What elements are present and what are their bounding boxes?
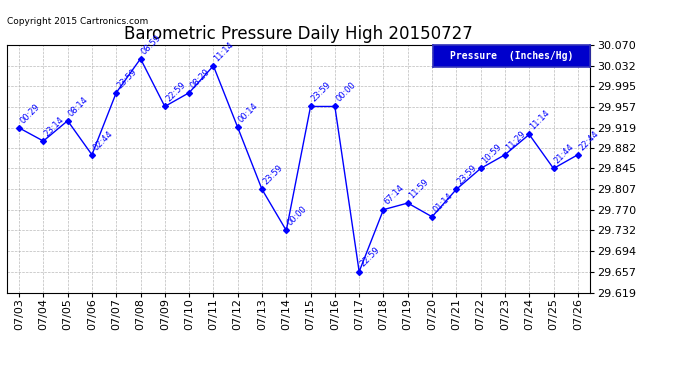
Text: 23:59: 23:59 bbox=[115, 67, 139, 90]
Text: Copyright 2015 Cartronics.com: Copyright 2015 Cartronics.com bbox=[7, 17, 148, 26]
Text: 22:59: 22:59 bbox=[164, 81, 187, 104]
Text: 23:59: 23:59 bbox=[310, 81, 333, 104]
Text: 11:59: 11:59 bbox=[407, 177, 430, 200]
Title: Barometric Pressure Daily High 20150727: Barometric Pressure Daily High 20150727 bbox=[124, 26, 473, 44]
Text: 23:59: 23:59 bbox=[455, 163, 479, 186]
Text: 11:14: 11:14 bbox=[529, 108, 551, 132]
Text: 08:59: 08:59 bbox=[139, 33, 163, 56]
Text: 22:44: 22:44 bbox=[577, 129, 600, 152]
Text: 00:00: 00:00 bbox=[334, 81, 357, 104]
Text: 10:59: 10:59 bbox=[480, 142, 503, 166]
Text: 11:29: 11:29 bbox=[504, 129, 527, 152]
Text: 22:59: 22:59 bbox=[358, 246, 382, 269]
Text: 11:14: 11:14 bbox=[213, 40, 236, 63]
Text: 23:14: 23:14 bbox=[43, 115, 66, 138]
Text: 00:00: 00:00 bbox=[286, 204, 308, 228]
Text: 00:29: 00:29 bbox=[18, 102, 41, 125]
Text: 00:14: 00:14 bbox=[237, 101, 260, 124]
Text: 21:44: 21:44 bbox=[553, 142, 576, 166]
Text: 08:14: 08:14 bbox=[67, 95, 90, 118]
Text: 67:14: 67:14 bbox=[383, 183, 406, 207]
Text: 01:14: 01:14 bbox=[431, 191, 455, 214]
Text: 08:29: 08:29 bbox=[188, 67, 212, 90]
Text: 02:44: 02:44 bbox=[91, 129, 115, 152]
Text: 23:59: 23:59 bbox=[262, 163, 284, 186]
